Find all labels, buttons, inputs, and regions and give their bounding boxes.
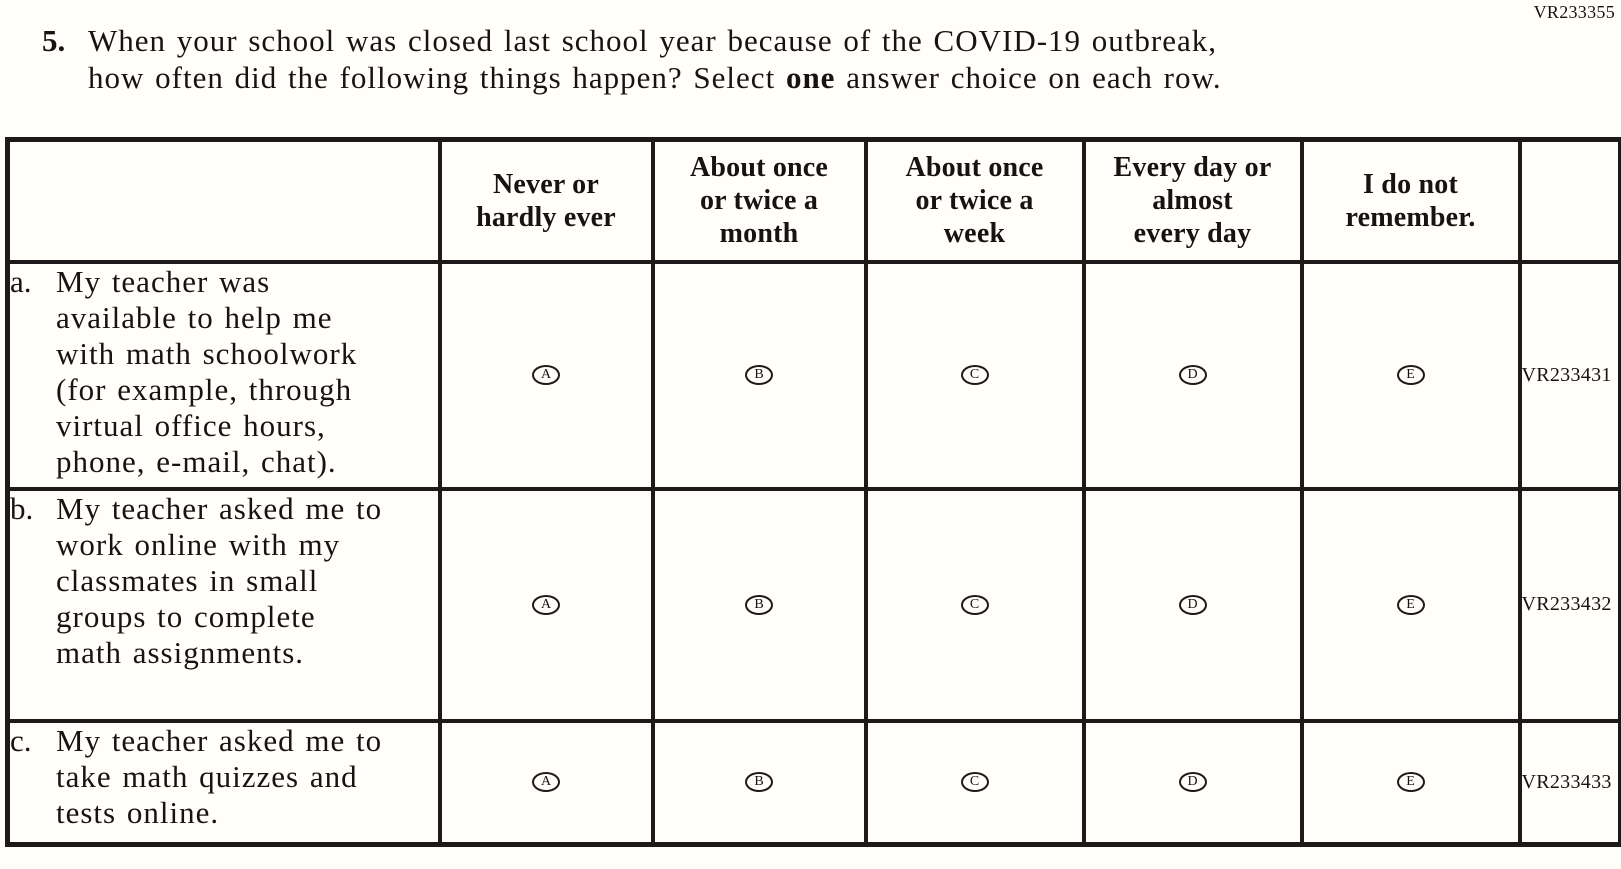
answer-bubble-b-noremember[interactable]: E [1396,594,1425,615]
row-statement-a: My teacher was available to help me with… [56,263,358,479]
option-cell: B [650,259,868,491]
question-line-2-end: answer choice on each row. [835,60,1222,95]
answer-bubble-a-month[interactable]: B [745,365,773,385]
bubble-letter: A [540,596,552,612]
table-row-c: c. My teacher asked me to take math quiz… [5,718,1621,847]
option-cell: A [437,718,655,847]
answer-bubble-b-everyday[interactable]: D [1178,594,1207,615]
form-code: VR233355 [1533,2,1615,22]
table-row-b: b. My teacher asked me to work online wi… [5,486,1621,723]
option-cell: C [863,718,1086,847]
option-cell: D [1081,718,1304,847]
question: 5. When your school was closed last scho… [42,22,1222,96]
bubble-letter: E [1406,367,1415,382]
bubble-letter: C [969,596,980,612]
option-cell: C [863,486,1086,723]
question-emphasis: one [785,60,836,95]
row-statement-b: My teacher asked me to work online with … [56,490,383,670]
row-code-c: VR233433 [1517,718,1621,847]
code-column-header [1517,137,1621,264]
option-cell: D [1081,486,1304,723]
row-code-a: VR233431 [1517,259,1621,491]
option-cell: A [437,259,655,491]
bubble-letter: C [969,774,980,790]
answer-bubble-c-month[interactable]: B [745,772,773,793]
answer-bubble-c-noremember[interactable]: E [1396,772,1425,793]
statement-cell-c: c. My teacher asked me to take math quiz… [5,718,442,847]
answer-bubble-c-everyday[interactable]: D [1178,772,1207,793]
option-cell: A [437,486,655,723]
column-header-every-day: Every day or almost every day [1081,137,1304,264]
answer-grid-table: Never or hardly ever About once or twice… [5,137,1621,847]
row-letter-a: a. [10,263,32,299]
option-cell: B [650,718,868,847]
bubble-letter: D [1187,596,1198,612]
answer-bubble-a-noremember[interactable]: E [1396,365,1425,385]
bubble-letter: E [1406,774,1415,790]
row-letter-b: b. [10,490,34,526]
bubble-letter: A [540,774,552,790]
table-row-a: a. My teacher was available to help me w… [5,259,1621,491]
option-cell: B [650,486,868,723]
row-code-b: VR233432 [1517,486,1621,723]
column-header-do-not-remember: I do not remember. [1299,137,1522,264]
bubble-letter: E [1406,596,1415,612]
row-letter-c: c. [10,722,32,758]
bubble-letter: A [540,367,552,382]
answer-bubble-c-week[interactable]: C [960,772,989,793]
statement-column-header [5,137,442,264]
question-line-2-start: how often did the following things happe… [88,60,786,95]
bubble-letter: B [754,774,764,790]
answer-bubble-b-never[interactable]: A [532,594,560,615]
option-cell: E [1299,718,1522,847]
statement-cell-b: b. My teacher asked me to work online wi… [5,486,442,723]
answer-bubble-b-month[interactable]: B [745,594,773,615]
answer-bubble-a-week[interactable]: C [960,365,989,385]
header-row: Never or hardly ever About once or twice… [5,137,1621,264]
column-header-once-twice-week: About once or twice a week [863,137,1086,264]
answer-bubble-a-everyday[interactable]: D [1178,365,1207,385]
option-cell: E [1299,486,1522,723]
bubble-letter: C [969,367,980,382]
answer-bubble-c-never[interactable]: A [532,772,560,793]
question-number: 5. [42,23,66,58]
bubble-letter: D [1187,774,1198,790]
column-header-once-twice-month: About once or twice a month [650,137,868,264]
bubble-letter: B [754,596,764,612]
statement-cell-a: a. My teacher was available to help me w… [5,259,442,491]
option-cell: D [1081,259,1304,491]
column-header-never: Never or hardly ever [437,137,655,264]
answer-bubble-b-week[interactable]: C [960,594,989,615]
option-cell: E [1299,259,1522,491]
option-cell: C [863,259,1086,491]
row-statement-c: My teacher asked me to take math quizzes… [56,722,383,830]
bubble-letter: D [1187,367,1198,382]
bubble-letter: B [754,367,764,382]
question-text: When your school was closed last school … [88,22,1222,96]
question-line-1: When your school was closed last school … [88,23,1217,58]
answer-bubble-a-never[interactable]: A [532,365,560,385]
